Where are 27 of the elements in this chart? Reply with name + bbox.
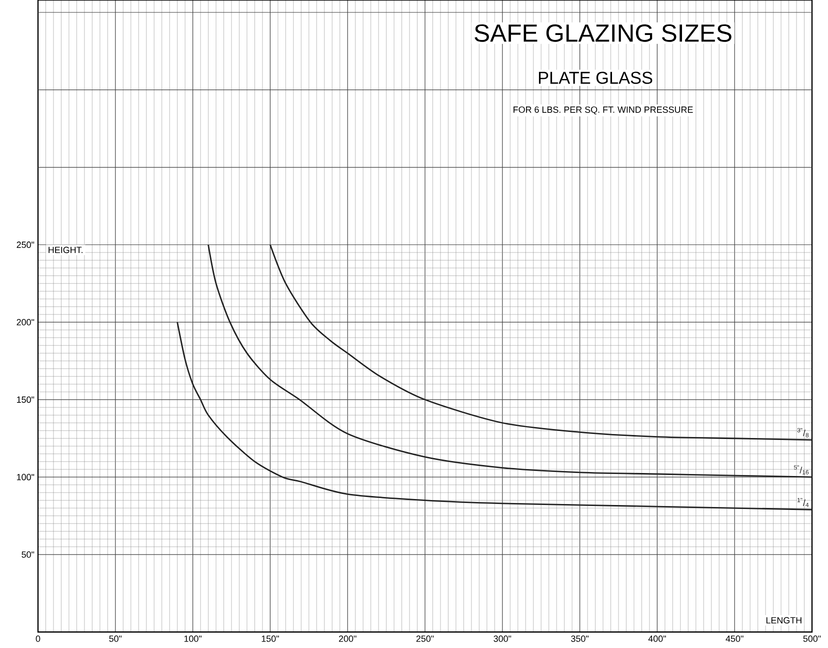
- y-tick-label: 250": [16, 242, 34, 248]
- x-tick-label: 300": [494, 636, 512, 642]
- y-tick-label: 200": [16, 319, 34, 326]
- line-series: [270, 244, 813, 441]
- line-series: [208, 244, 813, 478]
- x-tick-label: 400": [648, 636, 666, 642]
- x-axis-title: LENGTH: [766, 617, 802, 624]
- annotation: FOR 6 LBS. PER SQ. FT. WIND PRESSURE: [514, 106, 693, 114]
- series-label: $^{1"}$/$_{4}$: [798, 498, 809, 507]
- y-tick-label: 150": [17, 396, 34, 403]
- text: PLATE GLASS: [538, 72, 652, 84]
- series-label: $^{5"}$/$_{16}$: [794, 465, 809, 474]
- x-tick-label: 350": [571, 636, 588, 642]
- x-tick-label: 100": [184, 636, 202, 642]
- x-tick-label: 200": [338, 636, 356, 642]
- x-tick-label: 450": [726, 636, 744, 642]
- x-tick-label: 250": [416, 636, 434, 642]
- y-axis-title: HEIGHT.: [48, 246, 82, 254]
- y-tick-label: 50": [22, 551, 34, 558]
- line-series: [176, 321, 813, 510]
- text: SAFE GLAZING SIZES: [474, 24, 732, 42]
- x-tick-label: 0: [36, 636, 40, 642]
- x-tick-label: 150": [262, 636, 279, 642]
- x-tick-label: 500": [803, 636, 821, 642]
- series-label: $^{3"}$/$_{8}$: [797, 428, 809, 438]
- y-tick-label: 100": [17, 474, 34, 480]
- x-tick-label: 50": [109, 636, 122, 642]
